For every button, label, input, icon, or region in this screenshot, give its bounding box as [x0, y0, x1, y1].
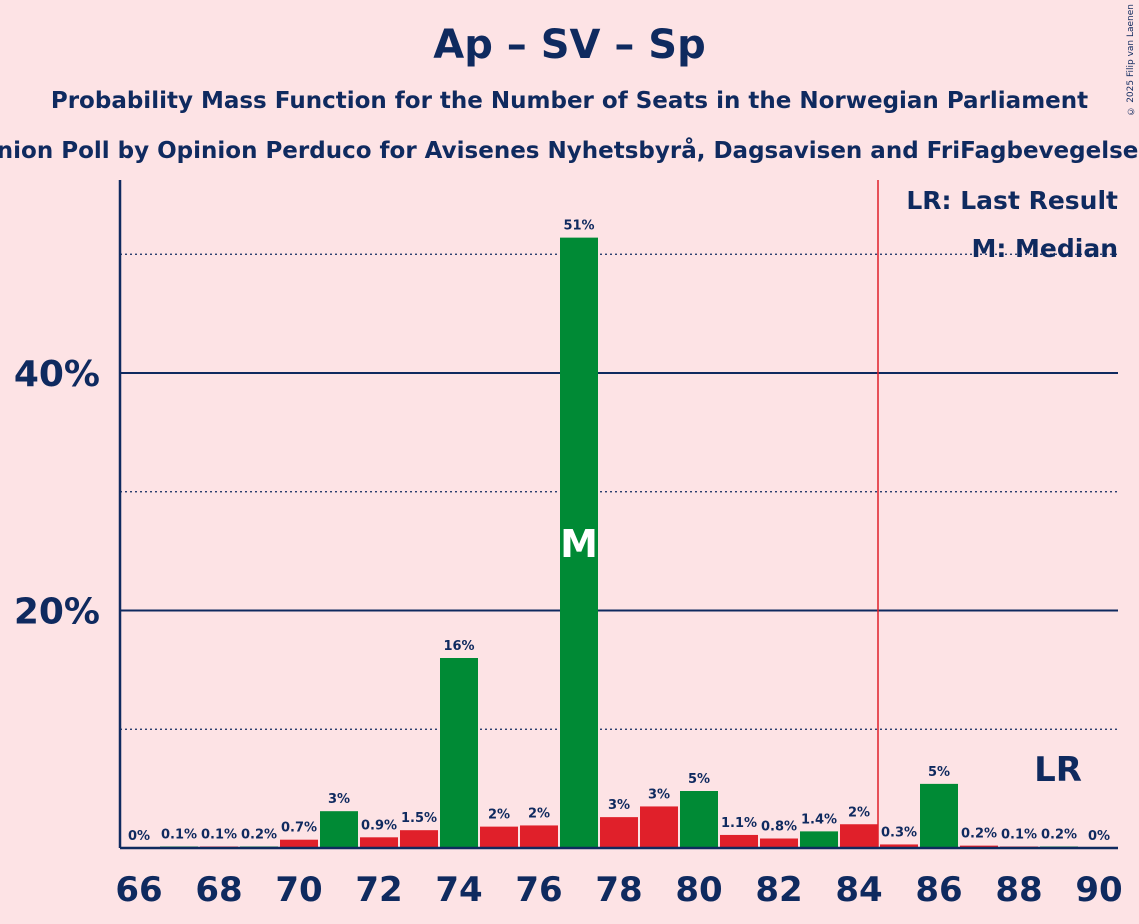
- bar-value-label: 3%: [648, 787, 670, 802]
- bar-value-label: 5%: [688, 772, 710, 787]
- bar: [600, 817, 638, 848]
- legend: LR: Last Result M: Median: [906, 186, 1118, 263]
- bar-value-label: 0.1%: [161, 828, 197, 843]
- bar: [320, 811, 358, 848]
- bar-value-label: 0.1%: [1001, 828, 1037, 843]
- bar-value-label: 0.2%: [961, 827, 997, 842]
- bar: [520, 825, 558, 848]
- x-tick-label: 70: [275, 870, 322, 910]
- axes: 20% 40% 66 68 70 72 74 76 78 80 82 84 86 88 90: [14, 180, 1123, 910]
- bar-value-label: 0%: [128, 829, 150, 844]
- poll-source: Opinion Poll by Opinion Perduco for Avis…: [0, 138, 1139, 164]
- bar-value-label: 1.1%: [721, 816, 757, 831]
- bar-value-label: 0.8%: [761, 820, 797, 835]
- x-tick-label: 90: [1075, 870, 1122, 910]
- bar-value-label: 0.9%: [361, 818, 397, 833]
- bar-value-label: 1.5%: [401, 811, 437, 826]
- chart-subtitle: Probability Mass Function for the Number…: [50, 88, 1089, 114]
- bar-value-label: 3%: [608, 798, 630, 813]
- bar: [840, 824, 878, 848]
- legend-last-result: LR: Last Result: [906, 186, 1118, 215]
- x-tick-label: 80: [675, 870, 722, 910]
- legend-median: M: Median: [971, 234, 1118, 263]
- bar-value-label: 16%: [443, 639, 474, 654]
- bar: [280, 839, 318, 848]
- y-tick-label: 20%: [14, 592, 100, 633]
- bar-value-label: 2%: [848, 805, 870, 820]
- x-tick-label: 78: [595, 870, 642, 910]
- bar-value-label: 0.2%: [241, 828, 277, 843]
- bar-value-label: 2%: [488, 808, 510, 823]
- x-tick-label: 88: [995, 870, 1042, 910]
- bars: [160, 237, 1078, 848]
- bar: [920, 783, 958, 848]
- bar-value-label: 2%: [528, 806, 550, 821]
- bar: [680, 791, 718, 848]
- x-tick-label: 86: [915, 870, 962, 910]
- bar: [880, 844, 918, 848]
- x-tick-label: 72: [355, 870, 402, 910]
- bar: [640, 806, 678, 848]
- x-tick-label: 74: [435, 870, 482, 910]
- bar: [480, 826, 518, 848]
- bar-value-label: 0.1%: [201, 828, 237, 843]
- last-result-marker: LR: [1034, 750, 1082, 790]
- x-tick-label: 66: [115, 870, 162, 910]
- bar-value-label: 5%: [928, 765, 950, 780]
- bar: [400, 830, 438, 848]
- bar: [800, 831, 838, 848]
- bar: [360, 837, 398, 848]
- x-tick-label: 84: [835, 870, 882, 910]
- bar-value-label: 3%: [328, 792, 350, 807]
- chart-title: Ap – SV – Sp: [433, 22, 706, 68]
- median-marker: M: [560, 522, 598, 566]
- bar-value-label: 1.4%: [801, 812, 837, 827]
- y-tick-label: 40%: [14, 354, 100, 395]
- bar: [720, 834, 758, 848]
- bar-value-label: 0.3%: [881, 825, 917, 840]
- value-labels: 0% 0.1% 0.1% 0.2% 0.7% 3% 0.9% 1.5% 16% 2% 2% 51% 3%…: [128, 219, 1110, 844]
- grid-lines: [120, 180, 1118, 848]
- bar-value-label: 0.7%: [281, 821, 317, 836]
- bar-value-label: 0%: [1088, 829, 1110, 844]
- bar: [440, 658, 478, 848]
- x-tick-label: 82: [755, 870, 802, 910]
- bar: [760, 838, 798, 848]
- bar-value-label: 51%: [563, 219, 594, 234]
- bar-value-label: 0.2%: [1041, 828, 1077, 843]
- bar: [560, 237, 598, 848]
- x-tick-label: 68: [195, 870, 242, 910]
- x-tick-label: 76: [515, 870, 562, 910]
